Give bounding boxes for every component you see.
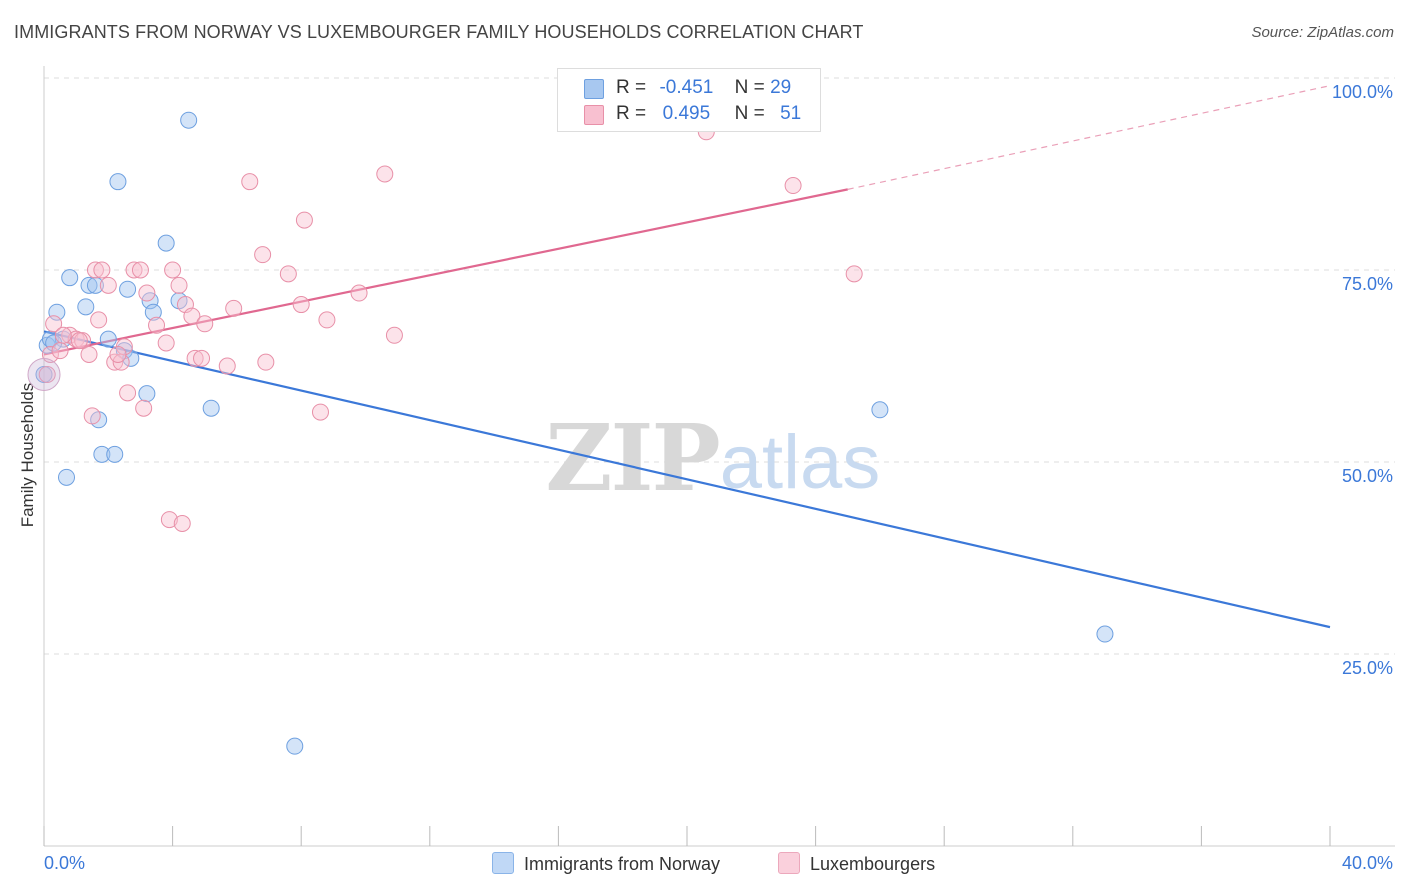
- lux-point: [148, 316, 166, 334]
- lux-point: [193, 349, 211, 367]
- lux-point: [51, 342, 69, 360]
- lux-point: [138, 284, 156, 302]
- bottom-legend-swatch-lux: [778, 852, 800, 874]
- lux-point: [292, 296, 310, 314]
- norway-point: [202, 399, 220, 417]
- legend-n-value-lux: 51: [780, 103, 802, 124]
- norway-point: [93, 445, 111, 463]
- lux-point: [45, 315, 63, 333]
- lux-point: [845, 265, 863, 283]
- lux-point: [135, 399, 153, 417]
- lux-point: [83, 407, 101, 425]
- lux-point: [54, 326, 72, 344]
- lux-point: [160, 511, 178, 529]
- norway-point: [1096, 625, 1114, 643]
- lux-point: [218, 357, 236, 375]
- lux-trend-line: [43, 188, 848, 356]
- lux-point: [385, 326, 403, 344]
- lux-point: [196, 315, 214, 333]
- lux-point: [86, 261, 104, 279]
- norway-point: [86, 276, 104, 294]
- norway-point: [80, 276, 98, 294]
- lux-point: [70, 332, 88, 350]
- source-label: Source: ZipAtlas.com: [1251, 24, 1394, 41]
- watermark-atlas: atlas: [720, 420, 881, 505]
- norway-point: [286, 737, 304, 755]
- norway-point: [99, 330, 117, 348]
- lux-point: [38, 365, 56, 383]
- legend-n-value-norway: 29: [770, 77, 792, 98]
- watermark: ZIP atlas: [545, 404, 880, 512]
- bottom-legend-label-lux: Luxembourgers: [810, 854, 936, 874]
- x-tick-label: 0.0%: [44, 853, 85, 873]
- data-points: [27, 111, 1114, 755]
- lux-point: [279, 265, 297, 283]
- norway-point: [138, 385, 156, 403]
- legend-r-label: R =: [616, 77, 647, 98]
- chart-title: IMMIGRANTS FROM NORWAY VS LUXEMBOURGER F…: [14, 22, 864, 42]
- lux-point: [311, 403, 329, 421]
- legend-swatch-norway: [584, 79, 604, 99]
- correlation-legend: R = -0.451 N = 29 R = 0.495 N = 51: [557, 68, 821, 132]
- legend-n-label: N =: [734, 77, 765, 98]
- bottom-legend-lux: Luxembourgers: [778, 852, 935, 875]
- lux-point: [784, 177, 802, 195]
- cluster-point: [27, 357, 61, 391]
- norway-point: [61, 269, 79, 287]
- grid: [44, 77, 1395, 655]
- y-tick-label: 50.0%: [1342, 466, 1393, 486]
- lux-trend-extension: [847, 85, 1331, 190]
- norway-point: [109, 173, 127, 191]
- bottom-legend-label-norway: Immigrants from Norway: [524, 854, 721, 874]
- norway-trend-line: [43, 330, 1331, 629]
- y-tick-label: 25.0%: [1342, 658, 1393, 678]
- lux-point: [131, 261, 149, 279]
- bottom-legend-norway: Immigrants from Norway: [492, 852, 720, 875]
- norway-point: [871, 401, 889, 419]
- norway-point: [58, 468, 76, 486]
- y-tick-label: 100.0%: [1332, 82, 1393, 102]
- lux-point: [173, 514, 191, 532]
- lux-point: [254, 246, 272, 264]
- norway-point: [106, 445, 124, 463]
- norway-point: [119, 280, 137, 298]
- norway-point: [157, 234, 175, 252]
- legend-r-value-norway: -0.451: [659, 77, 714, 98]
- lux-point: [90, 311, 108, 329]
- lux-point: [225, 299, 243, 317]
- tick-labels: 25.0% 50.0% 75.0% 100.0% 0.0% 40.0%: [44, 82, 1393, 873]
- lux-point: [186, 349, 204, 367]
- x-tick-label: 40.0%: [1342, 853, 1393, 873]
- bottom-legend-swatch-norway: [492, 852, 514, 874]
- lux-point: [376, 165, 394, 183]
- trend-lines: [43, 85, 1331, 629]
- legend-r-value-lux: 0.495: [662, 103, 711, 124]
- y-tick-label: 75.0%: [1342, 274, 1393, 294]
- lux-point: [125, 261, 143, 279]
- legend-swatch-lux: [584, 105, 604, 125]
- lux-point: [119, 384, 137, 402]
- lux-point: [93, 261, 111, 279]
- norway-point: [144, 303, 162, 321]
- norway-point: [77, 298, 95, 316]
- lux-point: [318, 311, 336, 329]
- lux-point: [109, 345, 127, 363]
- lux-point: [157, 334, 175, 352]
- lux-point: [257, 353, 275, 371]
- legend-r-label: R =: [616, 103, 647, 124]
- lux-point: [183, 307, 201, 325]
- norway-point: [180, 111, 198, 129]
- axes: [43, 66, 1395, 847]
- lux-point: [241, 173, 259, 191]
- lux-point: [295, 211, 313, 229]
- lux-point: [350, 284, 368, 302]
- lux-point: [80, 345, 98, 363]
- legend-n-label: N =: [734, 103, 765, 124]
- watermark-zip: ZIP: [545, 404, 718, 512]
- lux-point: [170, 276, 188, 294]
- lux-point: [164, 261, 182, 279]
- lux-point: [99, 276, 117, 294]
